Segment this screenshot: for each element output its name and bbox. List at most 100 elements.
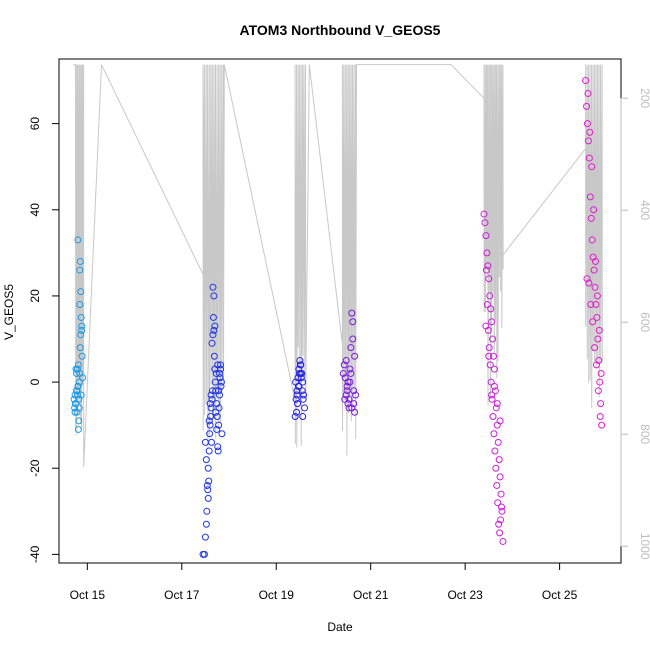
data-point bbox=[598, 421, 606, 429]
data-point bbox=[206, 430, 214, 438]
data-point bbox=[216, 391, 224, 399]
series-group bbox=[199, 283, 226, 558]
data-point bbox=[210, 326, 218, 334]
data-point bbox=[298, 387, 306, 395]
data-point bbox=[74, 382, 82, 390]
data-point bbox=[214, 447, 222, 455]
data-point bbox=[217, 378, 225, 386]
data-point bbox=[586, 128, 594, 136]
data-point bbox=[494, 499, 502, 507]
data-point bbox=[78, 322, 86, 330]
data-point bbox=[348, 309, 356, 317]
data-point bbox=[591, 257, 599, 265]
data-point bbox=[297, 374, 305, 382]
data-point bbox=[341, 395, 349, 403]
data-point bbox=[587, 301, 595, 309]
data-point bbox=[292, 378, 300, 386]
y-tick-label: 20 bbox=[28, 289, 42, 303]
data-point bbox=[205, 477, 213, 485]
data-point bbox=[482, 266, 490, 274]
x-axis: Oct 15 Oct 17 Oct 19 Oct 21 Oct 23 Oct 25 bbox=[70, 562, 578, 602]
data-point bbox=[76, 266, 84, 274]
data-point bbox=[292, 395, 300, 403]
data-point bbox=[74, 236, 82, 244]
data-point bbox=[349, 335, 357, 343]
data-point bbox=[205, 447, 213, 455]
data-point bbox=[584, 89, 592, 97]
data-point bbox=[486, 292, 494, 300]
y-axis: -40 -20 0 20 40 60 bbox=[28, 117, 60, 563]
data-point bbox=[299, 395, 307, 403]
data-point bbox=[485, 275, 493, 283]
data-point bbox=[593, 292, 601, 300]
data-point bbox=[492, 404, 500, 412]
data-point bbox=[596, 413, 604, 421]
data-point bbox=[213, 425, 221, 433]
data-points bbox=[70, 77, 606, 558]
data-point bbox=[592, 301, 600, 309]
data-point bbox=[488, 395, 496, 403]
data-point bbox=[72, 387, 80, 395]
x-tick-label: Oct 21 bbox=[353, 588, 389, 602]
y2-tick-label: 600 bbox=[638, 312, 650, 332]
data-point bbox=[345, 404, 353, 412]
series-group bbox=[582, 77, 606, 429]
data-point bbox=[482, 322, 490, 330]
data-point bbox=[76, 257, 84, 265]
data-point bbox=[200, 550, 208, 558]
data-point bbox=[480, 210, 488, 218]
data-point bbox=[498, 507, 506, 515]
data-point bbox=[499, 537, 507, 545]
x-tick-label: Oct 25 bbox=[542, 588, 578, 602]
data-point bbox=[340, 361, 348, 369]
data-point bbox=[594, 387, 602, 395]
data-point bbox=[587, 214, 595, 222]
data-point bbox=[212, 408, 220, 416]
data-point bbox=[497, 516, 505, 524]
data-point bbox=[293, 408, 301, 416]
data-point bbox=[293, 387, 301, 395]
data-point bbox=[204, 486, 212, 494]
data-point bbox=[77, 391, 85, 399]
data-point bbox=[588, 236, 596, 244]
data-point bbox=[349, 318, 357, 326]
data-point bbox=[342, 391, 350, 399]
data-point bbox=[74, 361, 82, 369]
data-point bbox=[72, 400, 80, 408]
pressure-lines bbox=[73, 64, 603, 467]
data-point bbox=[351, 408, 359, 416]
chart-title: ATOM3 Northbound V_GEOS5 bbox=[240, 22, 441, 38]
data-point bbox=[483, 249, 491, 257]
data-point bbox=[207, 391, 215, 399]
pressure-profile-line bbox=[73, 64, 603, 467]
data-point bbox=[75, 417, 83, 425]
data-point bbox=[215, 404, 223, 412]
data-point bbox=[496, 417, 504, 425]
data-point bbox=[351, 352, 359, 360]
y-tick-label: 60 bbox=[28, 117, 42, 131]
data-point bbox=[481, 219, 489, 227]
data-point bbox=[210, 292, 218, 300]
data-point bbox=[493, 421, 501, 429]
data-point bbox=[300, 391, 308, 399]
data-point bbox=[209, 313, 217, 321]
data-point bbox=[485, 352, 493, 360]
data-point bbox=[489, 335, 497, 343]
data-point bbox=[589, 318, 597, 326]
data-point bbox=[482, 232, 490, 240]
data-point bbox=[202, 520, 210, 528]
series-group bbox=[480, 210, 507, 545]
data-point bbox=[339, 369, 347, 377]
data-point bbox=[293, 391, 301, 399]
data-point bbox=[218, 430, 226, 438]
data-point bbox=[350, 387, 358, 395]
data-point bbox=[212, 387, 220, 395]
y-tick-label: 40 bbox=[28, 203, 42, 217]
data-point bbox=[490, 430, 498, 438]
data-point bbox=[593, 313, 601, 321]
y-tick-label: 0 bbox=[28, 378, 42, 385]
data-point bbox=[210, 352, 218, 360]
data-point bbox=[348, 404, 356, 412]
data-point bbox=[70, 395, 78, 403]
